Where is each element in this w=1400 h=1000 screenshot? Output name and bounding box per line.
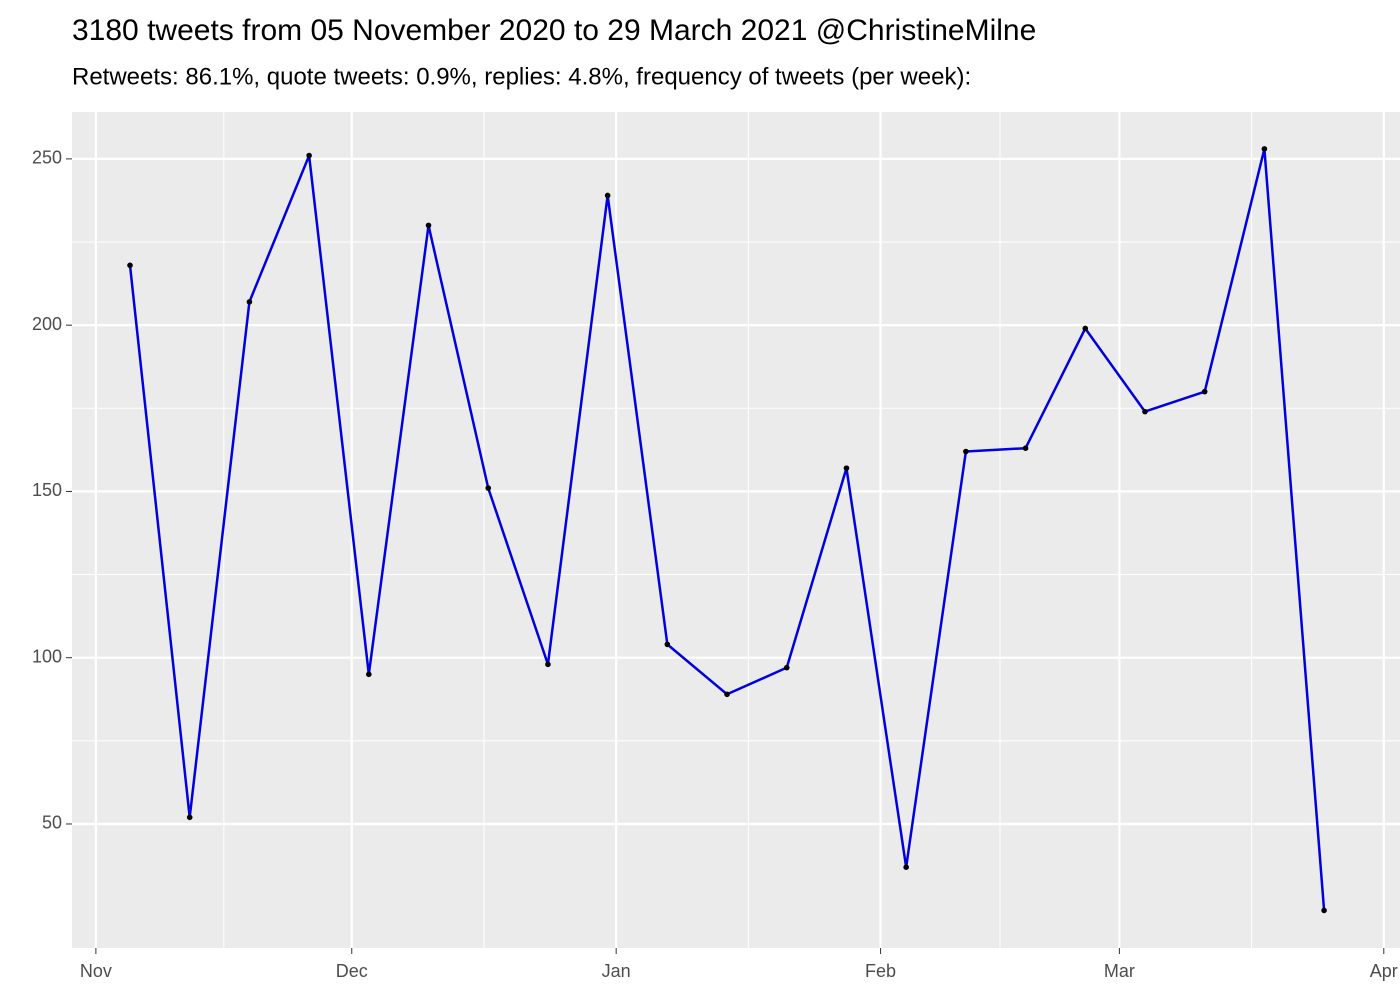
x-tick-label: Mar	[1104, 961, 1135, 981]
data-point	[485, 485, 492, 491]
chart-subtitle: Retweets: 86.1%, quote tweets: 0.9%, rep…	[72, 63, 971, 90]
data-point	[246, 299, 253, 305]
data-point	[783, 664, 790, 671]
data-point	[963, 448, 969, 455]
data-point	[127, 262, 133, 269]
data-point	[903, 864, 909, 870]
data-point	[1201, 388, 1208, 395]
y-tick-label: 150	[32, 480, 62, 500]
y-tick-label: 200	[32, 314, 62, 334]
data-point	[545, 661, 551, 668]
data-point	[604, 192, 611, 199]
data-point	[1082, 325, 1089, 332]
x-tick-label: Nov	[80, 961, 112, 981]
y-tick-label: 50	[42, 813, 62, 833]
data-point	[1321, 907, 1327, 914]
plot-panel	[72, 112, 1400, 948]
x-tick-label: Apr	[1370, 961, 1398, 981]
data-point	[724, 691, 730, 698]
data-point	[306, 152, 312, 159]
y-tick-label: 100	[32, 646, 62, 666]
x-tick-label: Dec	[336, 961, 368, 981]
data-point	[1142, 408, 1148, 415]
data-point	[1261, 146, 1268, 152]
data-point	[425, 222, 432, 229]
data-point	[843, 465, 850, 471]
x-tick-label: Jan	[602, 961, 631, 981]
y-tick-label: 250	[32, 148, 62, 168]
data-point	[1022, 445, 1029, 451]
data-point	[664, 641, 671, 648]
data-point	[366, 671, 372, 678]
x-tick-label: Feb	[865, 961, 896, 981]
chart-title: 3180 tweets from 05 November 2020 to 29 …	[72, 14, 1036, 47]
data-point	[186, 814, 193, 821]
